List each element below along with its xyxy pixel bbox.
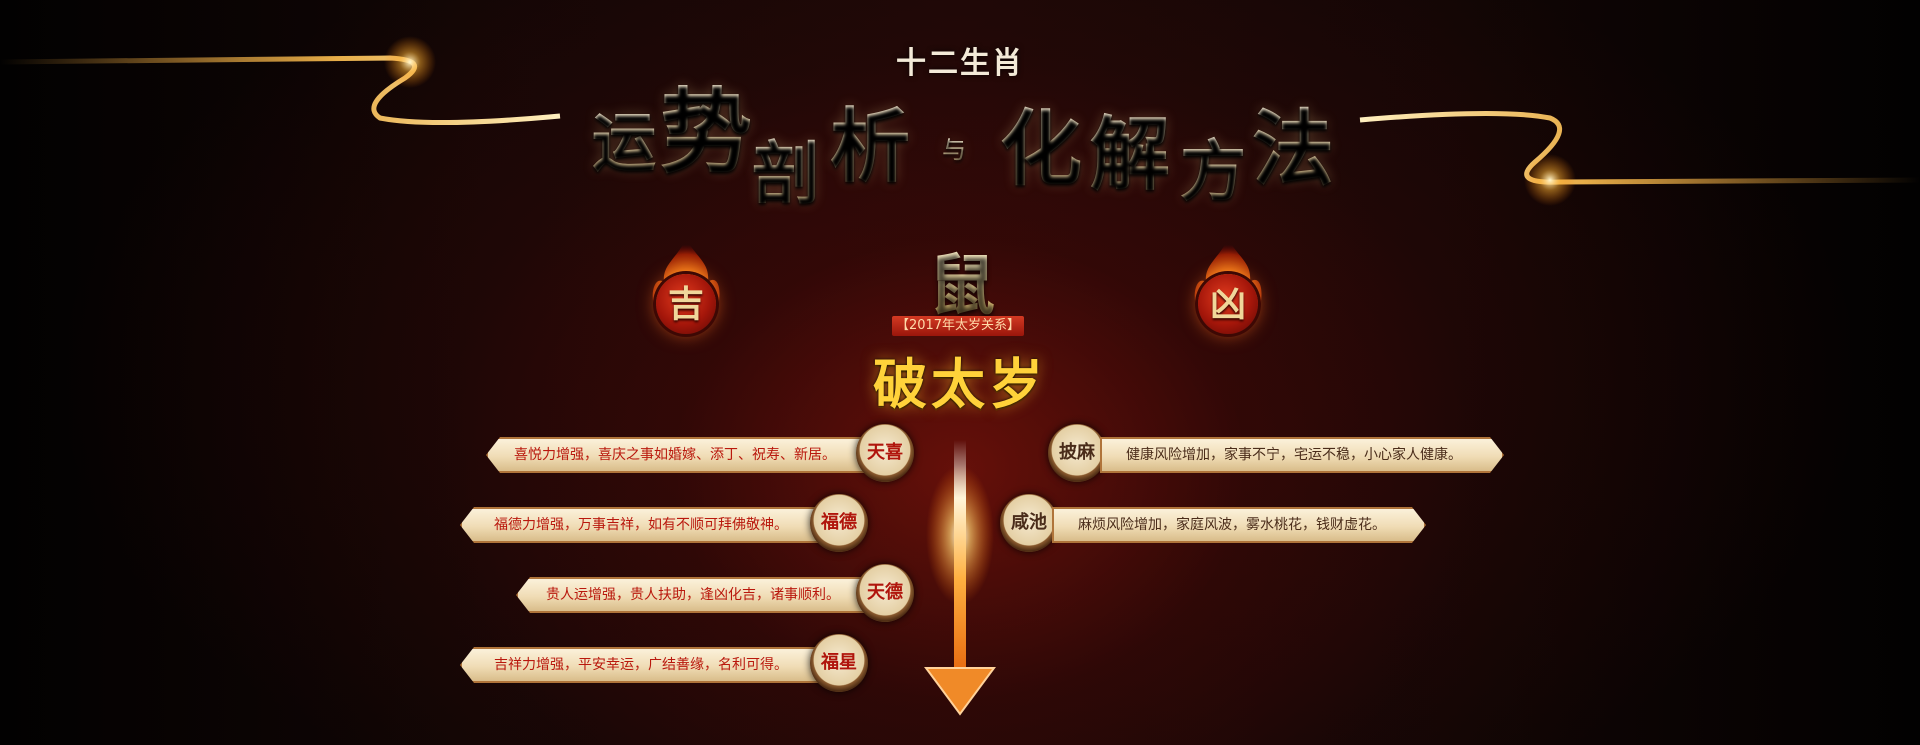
item-text: 麻烦风险增加，家庭风波，雾水桃花，钱财虚花。 [1078,517,1386,533]
bad-label: 凶 [1209,283,1246,325]
star-name: 披麻 [1059,442,1095,463]
auspicious-item: 喜悦力增强，喜庆之事如婚嫁、添丁、祝寿、新居。 天喜 [486,424,922,482]
star-name: 咸池 [1011,512,1047,533]
auspicious-badge: 吉 [638,236,734,334]
badge-disc [1198,274,1258,334]
subtitle: 十二生肖 [896,46,1024,81]
title-char: 方 [1180,118,1246,214]
title-char: 析 [830,82,910,198]
star-name: 天德 [867,582,903,603]
item-text: 贵人运增强，贵人扶助，逢凶化吉，诸事顺利。 [546,587,840,603]
badge-disc [656,274,716,334]
star-name: 福德 [821,512,857,533]
title-connector: 与 [942,130,966,165]
item-text: 吉祥力增强，平安幸运，广结善缘，名利可得。 [494,657,788,673]
star-name: 天喜 [867,442,903,463]
title-char: 剖 [752,118,820,217]
star-medal: 咸池 [1000,494,1058,552]
star-medal: 天德 [856,564,914,622]
inauspicious-item: 披麻 健康风险增加，家事不宁，宅运不稳，小心家人健康。 [1048,424,1504,482]
star-medal: 披麻 [1048,424,1106,482]
item-text: 健康风险增加，家事不宁，宅运不稳，小心家人健康。 [1126,447,1462,463]
inauspicious-badge: 凶 [1180,236,1276,334]
auspicious-item: 贵人运增强，贵人扶助，逢凶化吉，诸事顺利。 天德 [516,564,922,622]
auspicious-item: 福德力增强，万事吉祥，如有不顺可拜佛敬神。 福德 [460,494,876,552]
relation-label: 【2017年太岁关系】 [892,316,1024,336]
relation-value: 破太岁 [873,352,1047,416]
star-medal: 天喜 [856,424,914,482]
item-text: 福德力增强，万事吉祥，如有不顺可拜佛敬神。 [494,517,788,533]
item-plate [1100,437,1504,473]
auspicious-item: 吉祥力增强，平安幸运，广结善缘，名利可得。 福星 [460,634,876,692]
title-char: 势 [660,58,752,191]
title-char: 法 [1252,82,1334,201]
title-char: 运 [592,92,656,184]
item-plate [1052,507,1426,543]
good-label: 吉 [667,283,704,325]
item-plate [516,577,870,613]
item-text: 喜悦力增强，喜庆之事如婚嫁、添丁、祝寿、新居。 [514,447,836,463]
star-name: 福星 [821,652,857,673]
item-plate [486,437,870,473]
title-char: 解 [1090,90,1170,206]
down-arrow-icon [924,440,996,716]
zodiac-animal: 鼠 [922,232,1002,328]
title-char: 化 [1000,82,1082,201]
item-plate [460,507,824,543]
star-medal: 福星 [810,634,868,692]
item-plate [460,647,824,683]
star-medal: 福德 [810,494,868,552]
inauspicious-item: 咸池 麻烦风险增加，家庭风波，雾水桃花，钱财虚花。 [1000,494,1428,552]
